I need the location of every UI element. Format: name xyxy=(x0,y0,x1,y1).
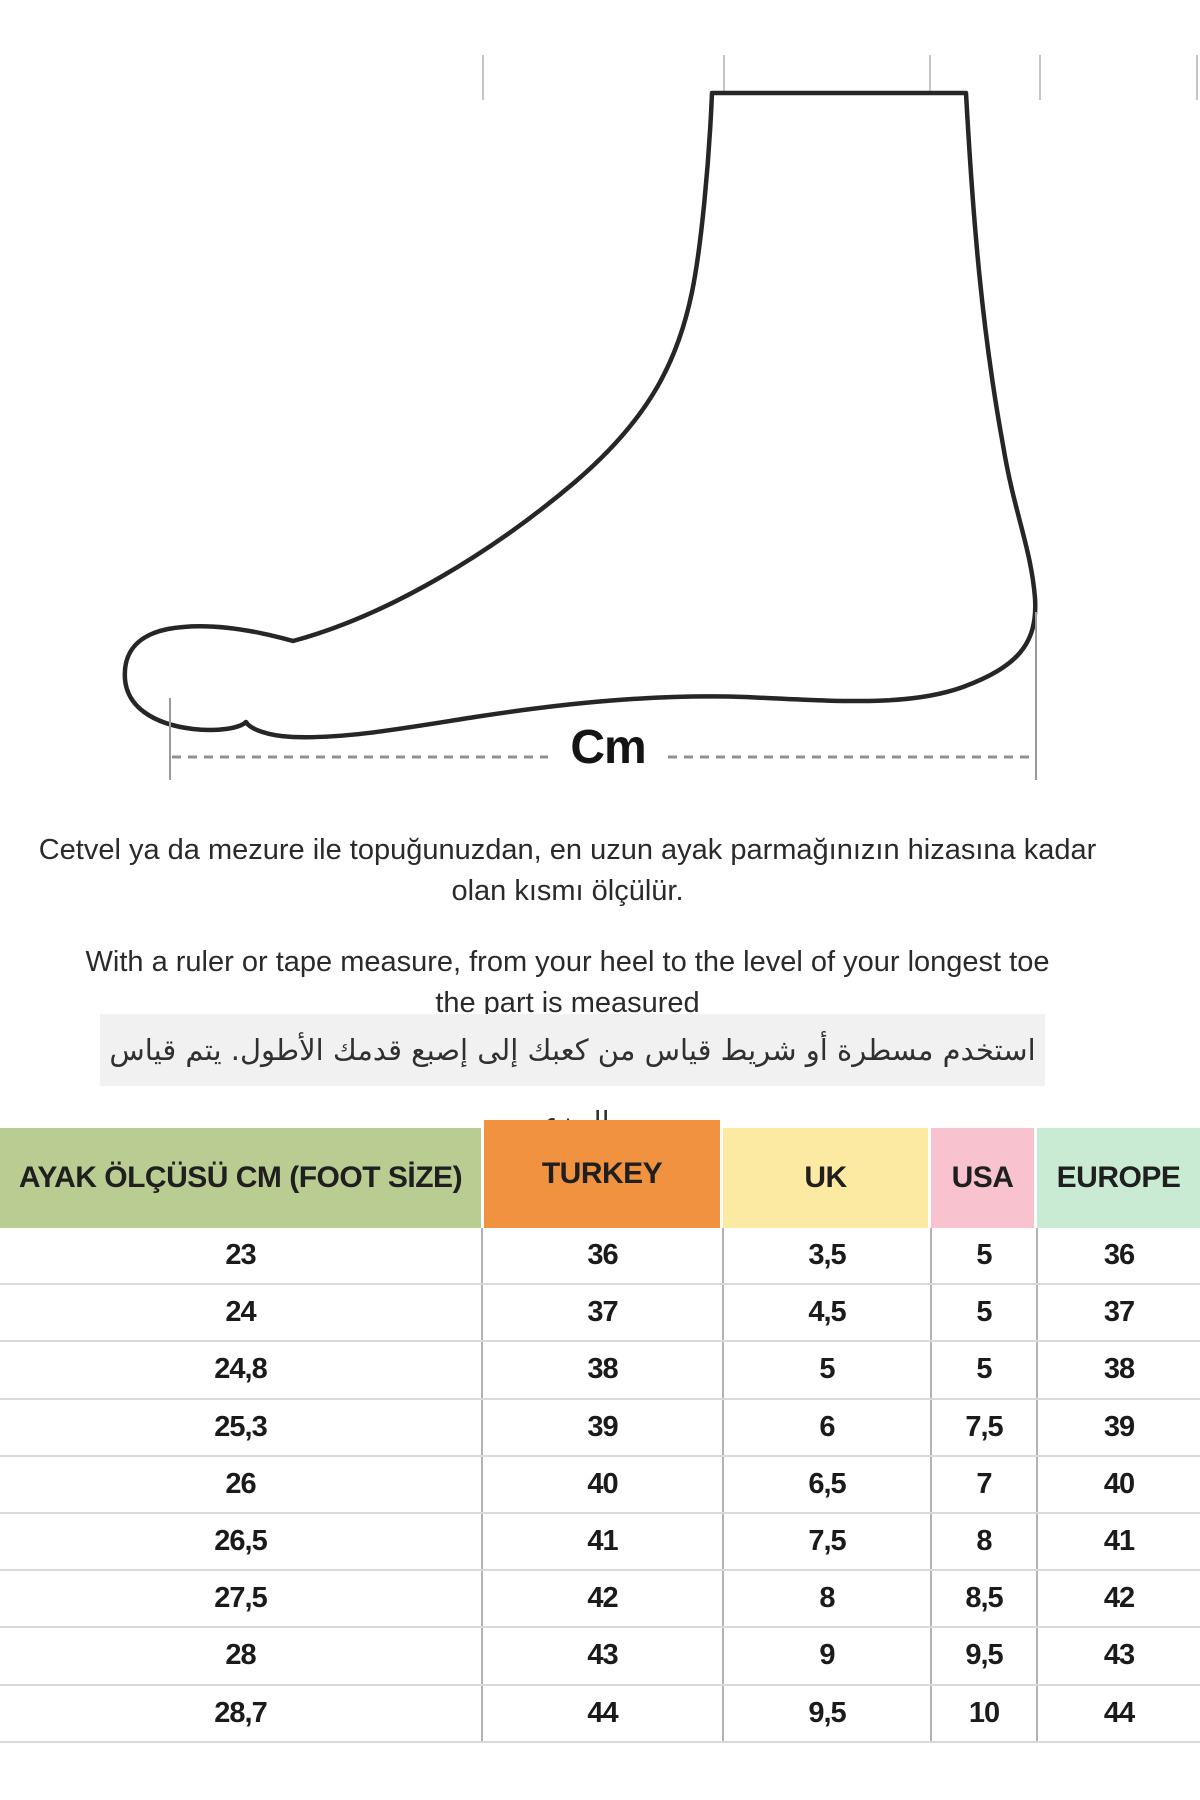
table-row: 28 43 9 9,5 43 xyxy=(0,1628,1200,1686)
table-cell: 37 xyxy=(481,1285,722,1341)
header-cell-turkey: TURKEY xyxy=(484,1120,720,1228)
instruction-arabic: استخدم مسطرة أو شريط قياس من كعبك إلى إص… xyxy=(100,1014,1045,1139)
table-cell: 7 xyxy=(930,1456,1036,1512)
instruction-english-line1: With a ruler or tape measure, from your … xyxy=(85,946,1050,978)
table-cell: 6,5 xyxy=(722,1456,930,1512)
table-cell: 7,5 xyxy=(722,1513,930,1570)
table-cell: 10 xyxy=(930,1685,1036,1741)
cm-unit-label: Cm xyxy=(570,721,646,774)
ruler-tick xyxy=(1039,55,1041,100)
table-cell: 8,5 xyxy=(930,1571,1036,1627)
table-cell: 24,8 xyxy=(214,1353,267,1386)
table-cell: 26,5 xyxy=(214,1525,267,1558)
table-cell: 36 xyxy=(481,1228,722,1284)
table-row: 26,5 41 7,5 8 41 xyxy=(0,1513,1200,1572)
ruler-tick xyxy=(1196,55,1198,100)
table-row: 25,3 39 6 7,5 39 xyxy=(0,1399,1200,1457)
table-cell: 24 xyxy=(225,1296,256,1329)
header-cell-usa: USA xyxy=(931,1128,1034,1228)
table-cell: 8 xyxy=(930,1513,1036,1570)
foot-outline-path xyxy=(122,90,1038,740)
table-cell: 42 xyxy=(481,1571,722,1627)
instruction-turkish: Cetvel ya da mezure ile topuğunuzdan, en… xyxy=(0,830,1135,912)
table-cell: 37 xyxy=(1036,1285,1200,1341)
table-cell: 5 xyxy=(930,1228,1036,1284)
table-cell: 42 xyxy=(1036,1571,1200,1627)
table-cell: 23 xyxy=(225,1239,256,1272)
table-cell: 4,5 xyxy=(722,1285,930,1341)
table-cell: 39 xyxy=(1036,1399,1200,1455)
foot-outline-diagram xyxy=(122,90,1038,780)
table-cell: 26 xyxy=(225,1467,256,1500)
instruction-turkish-line2: olan kısmı ölçülür. xyxy=(451,875,684,907)
table-cell: 39 xyxy=(481,1399,722,1455)
table-cell: 28 xyxy=(225,1639,256,1672)
table-cell: 5 xyxy=(930,1342,1036,1398)
table-cell: 28,7 xyxy=(214,1696,267,1729)
table-cell: 5 xyxy=(722,1342,930,1398)
instruction-english-line2: the part is measured xyxy=(435,987,700,1019)
ruler-tick xyxy=(929,55,931,100)
ruler-tick xyxy=(482,55,484,100)
table-cell: 40 xyxy=(481,1456,722,1512)
table-cell: 44 xyxy=(1036,1685,1200,1741)
table-row: 28,7 44 9,5 10 44 xyxy=(0,1685,1200,1743)
table-cell: 9,5 xyxy=(930,1628,1036,1684)
table-cell: 3,5 xyxy=(722,1228,930,1284)
table-cell: 7,5 xyxy=(930,1399,1036,1455)
table-cell: 44 xyxy=(481,1685,722,1741)
table-row: 27,5 42 8 8,5 42 xyxy=(0,1571,1200,1629)
size-table: AYAK ÖLÇÜSÜ CM (FOOT SİZE) TURKEY UK USA… xyxy=(0,1120,1200,1752)
table-row: 23 36 3,5 5 36 xyxy=(0,1228,1200,1286)
table-row: 24 37 4,5 5 37 xyxy=(0,1285,1200,1343)
table-cell: 5 xyxy=(930,1285,1036,1341)
table-row: 24,8 38 5 5 38 xyxy=(0,1342,1200,1400)
table-cell: 25,3 xyxy=(214,1410,267,1443)
table-cell: 8 xyxy=(722,1571,930,1627)
ruler-tick xyxy=(723,55,725,100)
table-cell: 38 xyxy=(1036,1342,1200,1398)
table-cell: 9 xyxy=(722,1628,930,1684)
table-cell: 36 xyxy=(1036,1228,1200,1284)
table-row: 26 40 6,5 7 40 xyxy=(0,1456,1200,1514)
table-cell: 6 xyxy=(722,1399,930,1455)
table-cell: 43 xyxy=(1036,1628,1200,1684)
table-cell: 9,5 xyxy=(722,1685,930,1741)
table-cell: 38 xyxy=(481,1342,722,1398)
table-cell: 43 xyxy=(481,1628,722,1684)
header-cell-foot-size: AYAK ÖLÇÜSÜ CM (FOOT SİZE) xyxy=(0,1128,481,1228)
table-cell: 41 xyxy=(481,1513,722,1570)
table-cell: 41 xyxy=(1036,1513,1200,1570)
instruction-english: With a ruler or tape measure, from your … xyxy=(0,942,1135,1024)
table-cell: 40 xyxy=(1036,1456,1200,1512)
size-table-header: AYAK ÖLÇÜSÜ CM (FOOT SİZE) TURKEY UK USA… xyxy=(0,1120,1200,1228)
table-cell: 27,5 xyxy=(214,1582,267,1615)
header-cell-europe: EUROPE xyxy=(1037,1128,1200,1228)
instruction-turkish-line1: Cetvel ya da mezure ile topuğunuzdan, en… xyxy=(38,834,1097,866)
header-cell-uk: UK xyxy=(723,1128,928,1228)
size-table-body: 23 36 3,5 5 36 24 37 4,5 5 37 24,8 38 5 … xyxy=(0,1228,1200,1743)
